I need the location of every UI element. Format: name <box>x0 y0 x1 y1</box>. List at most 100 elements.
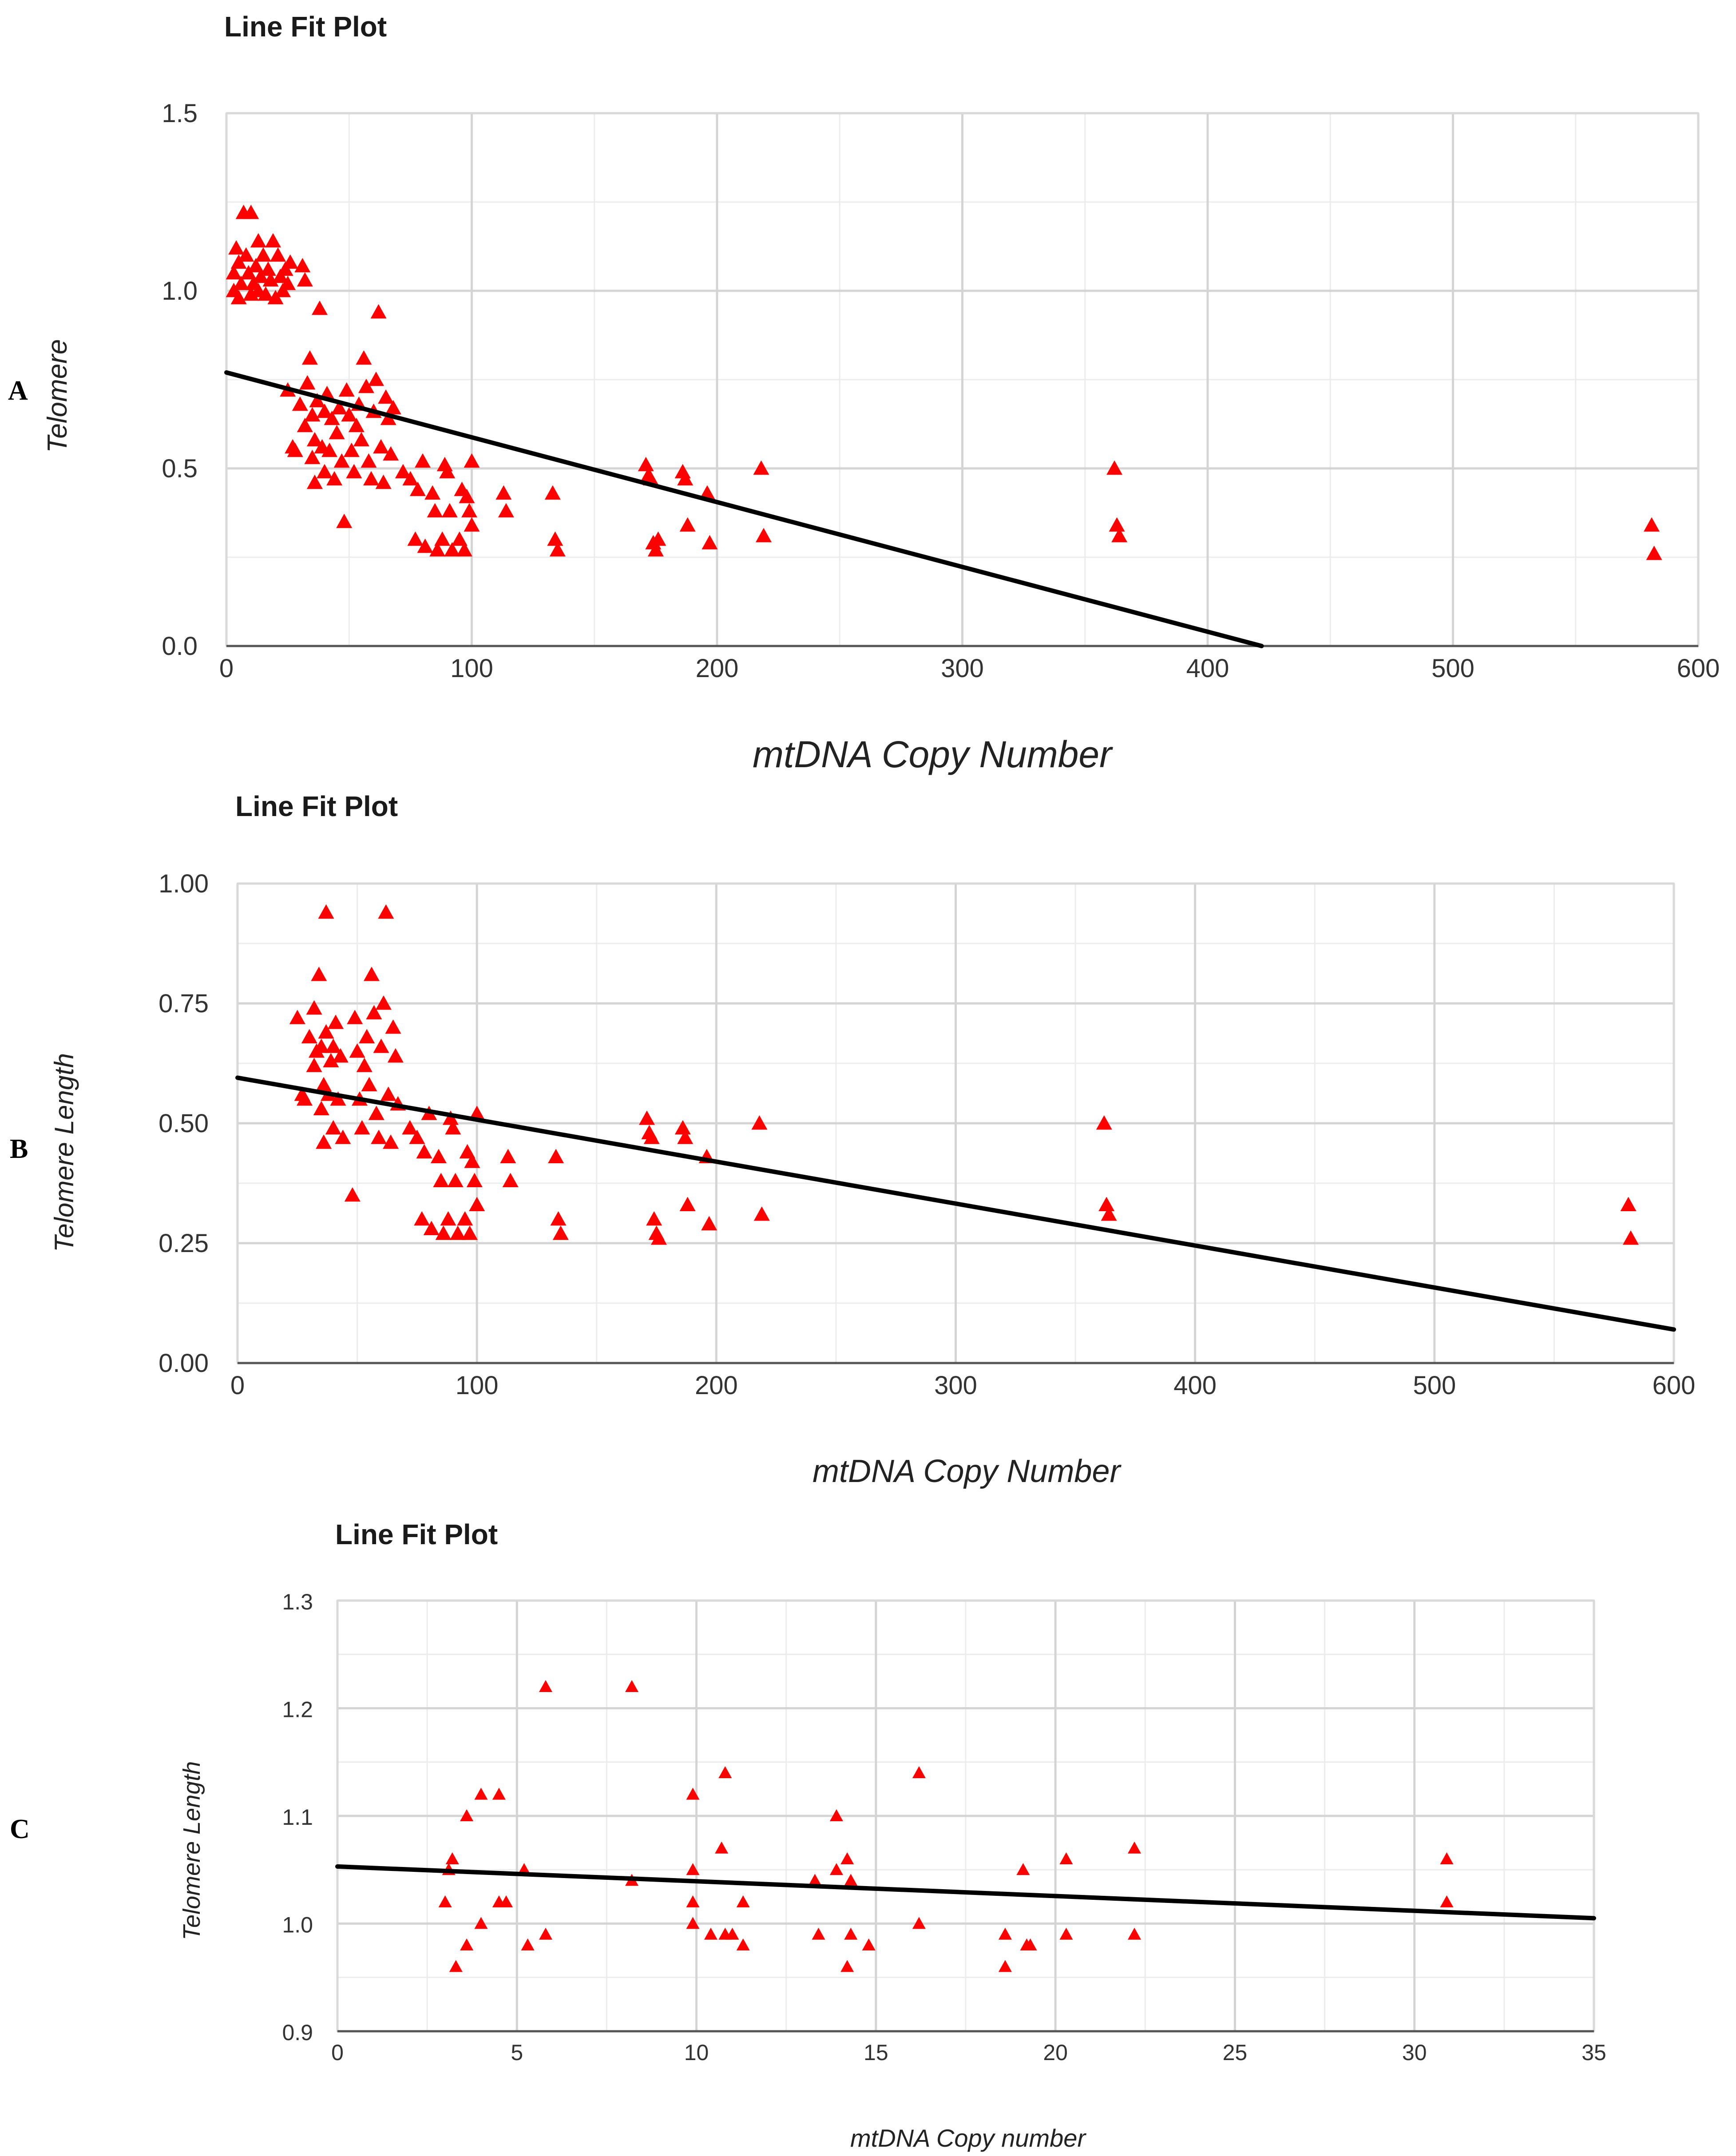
data-point-marker <box>331 400 348 415</box>
data-point-marker <box>228 240 245 255</box>
data-point-marker <box>317 404 333 418</box>
data-point-marker <box>715 1841 729 1854</box>
data-point-marker <box>552 1225 569 1240</box>
data-point-marker <box>328 1015 344 1029</box>
data-point-marker <box>313 1101 329 1115</box>
x-axis-label: mtDNA Copy Number <box>813 1454 1122 1489</box>
data-point-marker <box>646 1211 662 1226</box>
data-point-marker <box>347 1010 363 1024</box>
data-point-marker <box>265 233 281 248</box>
data-point-marker <box>625 1680 639 1692</box>
data-point-marker <box>306 432 323 447</box>
y-tick-label: 1.3 <box>282 1589 313 1614</box>
data-point-marker <box>336 514 353 528</box>
data-point-marker <box>444 542 460 557</box>
data-point-marker <box>402 1120 418 1135</box>
x-tick-label: 600 <box>1653 1371 1696 1400</box>
data-point-marker <box>325 1038 341 1053</box>
panel-letter-c: C <box>10 1814 30 1844</box>
data-point-marker <box>1096 1115 1112 1130</box>
fit-line <box>224 370 1264 648</box>
data-point-marker <box>297 272 313 287</box>
x-tick-label: 10 <box>684 2040 709 2065</box>
y-tick-label: 0.00 <box>159 1349 209 1378</box>
data-point-marker <box>321 443 338 457</box>
data-point-marker <box>643 1130 660 1144</box>
data-point-marker <box>430 1149 447 1163</box>
data-point-marker <box>332 1048 349 1063</box>
data-point-marker <box>258 286 274 301</box>
data-point-marker <box>495 485 512 500</box>
data-point-marker <box>255 247 271 262</box>
x-tick-label: 100 <box>450 654 493 683</box>
data-point-marker <box>306 475 323 489</box>
data-point-marker <box>461 1225 478 1240</box>
data-point-marker <box>433 1173 449 1187</box>
data-point-marker <box>500 1149 516 1163</box>
data-point-marker <box>299 375 316 390</box>
chart-title: Line Fit Plot <box>335 1518 498 1550</box>
data-point-marker <box>304 407 321 422</box>
data-point-marker <box>539 1927 552 1940</box>
y-axis-label: Telomere Length <box>49 1053 79 1252</box>
data-point-marker <box>464 517 480 532</box>
data-point-marker <box>423 1221 440 1235</box>
data-point-marker <box>840 1852 854 1864</box>
data-point-marker <box>248 258 264 273</box>
plot-area: 0 100 200 300 400 500 600 0.0 0.5 1.0 1.5 <box>162 99 1720 683</box>
data-point-marker <box>407 531 424 546</box>
data-point-marker <box>440 1211 456 1226</box>
data-point-marker <box>341 407 357 422</box>
data-point-marker <box>348 418 365 432</box>
data-point-marker <box>451 531 468 546</box>
data-point-marker <box>416 1144 432 1159</box>
data-point-marker <box>1622 1230 1639 1245</box>
x-tick-label: 35 <box>1581 2040 1606 2065</box>
plot-area: 0 5 10 15 20 25 30 35 0.9 1.0 1.1 1.2 1.3 <box>282 1589 1606 2065</box>
data-point-marker <box>368 1106 384 1120</box>
data-point-marker <box>326 471 343 486</box>
x-tick-label: 400 <box>1173 1371 1217 1400</box>
data-point-marker <box>469 1106 485 1120</box>
data-point-marker <box>306 1000 322 1015</box>
y-tick-label: 0.75 <box>159 989 209 1018</box>
data-point-marker <box>380 411 396 425</box>
y-tick-label: 1.0 <box>162 277 198 305</box>
data-point-marker <box>338 382 355 397</box>
x-tick-label: 15 <box>864 2040 888 2065</box>
data-point-marker <box>359 1029 375 1043</box>
y-tick-label: 0.0 <box>162 632 198 661</box>
data-point-marker <box>466 1173 483 1187</box>
data-point-marker <box>650 1230 667 1245</box>
data-point-marker <box>363 967 380 981</box>
y-tick-label: 0.9 <box>282 2020 313 2045</box>
data-point-marker <box>702 535 718 550</box>
data-point-marker <box>844 1927 858 1940</box>
chart-title: Line Fit Plot <box>235 790 398 822</box>
data-point-marker <box>499 1895 513 1907</box>
data-point-marker <box>1620 1197 1637 1211</box>
x-tick-label: 300 <box>941 654 984 683</box>
data-point-marker <box>548 1149 564 1163</box>
data-point-marker <box>373 1038 389 1053</box>
data-point-marker <box>679 1197 696 1211</box>
data-point-marker <box>316 1134 332 1149</box>
data-point-marker <box>260 262 276 276</box>
data-point-marker <box>464 1153 480 1168</box>
data-point-marker <box>414 1211 430 1226</box>
data-point-marker <box>385 1019 401 1034</box>
y-tick-label: 0.50 <box>159 1109 209 1138</box>
data-point-marker <box>301 1029 317 1043</box>
data-point-marker <box>1101 1206 1117 1221</box>
data-point-marker <box>368 372 384 386</box>
data-point-marker <box>349 1043 365 1058</box>
data-point-marker <box>753 460 769 475</box>
data-point-marker <box>459 1144 476 1159</box>
x-tick-label: 500 <box>1413 1371 1456 1400</box>
data-point-marker <box>1646 546 1662 560</box>
data-point-marker <box>686 1787 700 1800</box>
data-point-marker <box>304 450 321 464</box>
data-point-marker <box>1059 1852 1073 1864</box>
data-point-marker <box>1023 1938 1037 1950</box>
data-point-marker <box>699 485 715 500</box>
